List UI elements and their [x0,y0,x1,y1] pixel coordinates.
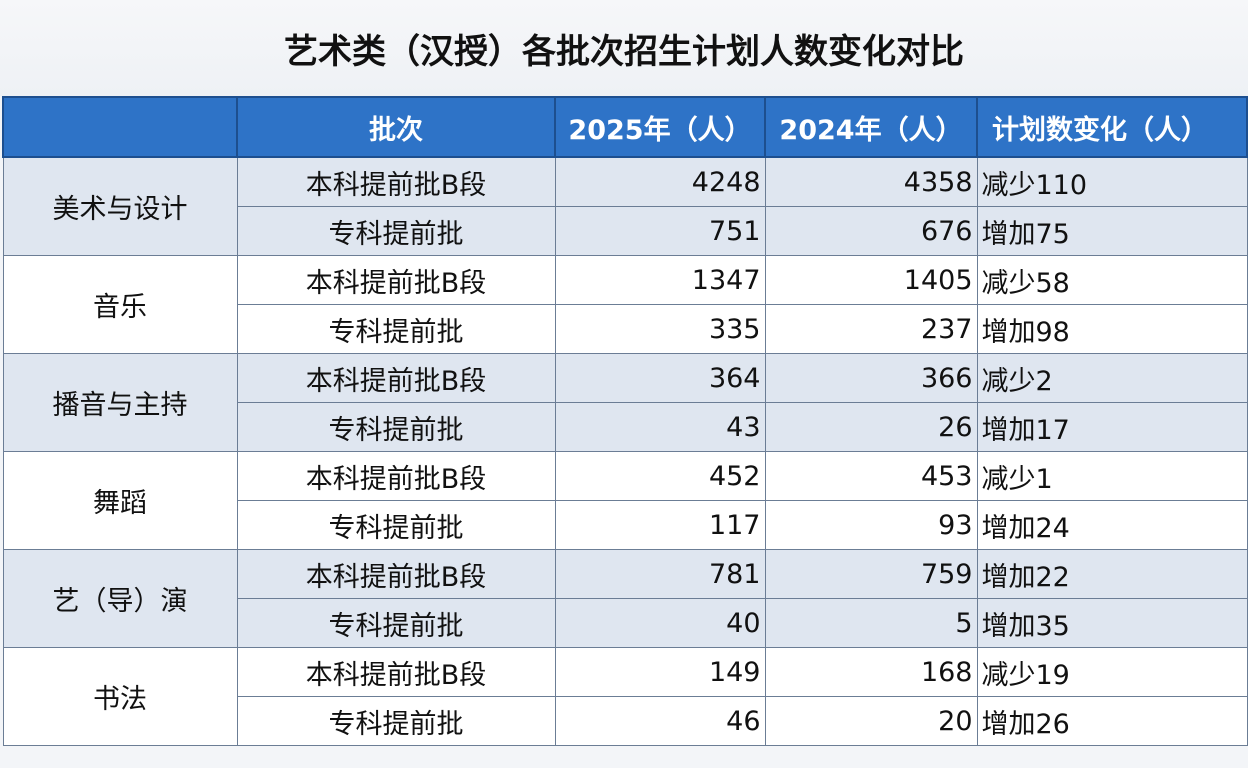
batch-cell: 专科提前批 [236,500,556,550]
change-cell: 减少1 [976,451,1248,501]
plan-2025-cell: 40 [554,598,766,648]
batch-cell: 本科提前批B段 [236,255,556,305]
change-cell: 减少2 [976,353,1248,403]
batch-cell: 专科提前批 [236,304,556,354]
plan-2024-cell: 5 [764,598,978,648]
category-cell: 艺（导）演 [2,549,238,648]
category-cell: 播音与主持 [2,353,238,452]
plan-2024-cell: 1405 [764,255,978,305]
header-2025: 2025年（人） [554,96,766,158]
plan-2025-cell: 452 [554,451,766,501]
change-cell: 减少110 [976,156,1248,207]
batch-cell: 专科提前批 [236,206,556,256]
plan-2025-cell: 751 [554,206,766,256]
plan-2024-cell: 4358 [764,156,978,207]
plan-2025-cell: 1347 [554,255,766,305]
plan-2024-cell: 366 [764,353,978,403]
batch-cell: 本科提前批B段 [236,451,556,501]
table-row: 书法 本科提前批B段 149 168 减少19 [2,647,1248,746]
change-cell: 减少58 [976,255,1248,305]
plan-2025-cell: 117 [554,500,766,550]
change-cell: 增加75 [976,206,1248,256]
plan-2024-cell: 237 [764,304,978,354]
plan-2025-cell: 364 [554,353,766,403]
change-cell: 增加17 [976,402,1248,452]
plan-2024-cell: 26 [764,402,978,452]
table-row: 音乐 本科提前批B段 1347 1405 减少58 [2,255,1248,354]
change-cell: 减少19 [976,647,1248,697]
batch-cell: 专科提前批 [236,598,556,648]
batch-cell: 专科提前批 [236,696,556,746]
plan-2025-cell: 4248 [554,156,766,207]
table-row: 舞蹈 本科提前批B段 452 453 减少1 [2,451,1248,550]
table-row: 播音与主持 本科提前批B段 364 366 减少2 [2,353,1248,452]
change-cell: 增加98 [976,304,1248,354]
plan-2024-cell: 93 [764,500,978,550]
table-row: 艺（导）演 本科提前批B段 781 759 增加22 [2,549,1248,648]
header-change: 计划数变化（人） [976,96,1248,158]
plan-2024-cell: 453 [764,451,978,501]
change-cell: 增加22 [976,549,1248,599]
table-row: 专科提前批 46 20 增加26 [3,696,1248,746]
change-cell: 增加24 [976,500,1248,550]
table-row: 专科提前批 335 237 增加98 [3,304,1248,354]
plan-2025-cell: 43 [554,402,766,452]
plan-2025-cell: 335 [554,304,766,354]
header-category [2,96,238,158]
header-row: 批次 2025年（人） 2024年（人） 计划数变化（人） [2,96,1248,158]
table-row: 专科提前批 40 5 增加35 [3,598,1248,648]
header-batch: 批次 [236,96,556,158]
plan-2025-cell: 149 [554,647,766,697]
batch-cell: 专科提前批 [236,402,556,452]
plan-2024-cell: 168 [764,647,978,697]
category-cell: 美术与设计 [2,156,238,256]
change-cell: 增加26 [976,696,1248,746]
table-row: 美术与设计 本科提前批B段 4248 4358 减少110 [2,156,1248,256]
batch-cell: 本科提前批B段 [236,353,556,403]
plan-2024-cell: 759 [764,549,978,599]
enrollment-table: 批次 2025年（人） 2024年（人） 计划数变化（人） 美术与设计 本科提前… [2,96,1248,746]
header-2024: 2024年（人） [764,96,978,158]
plan-2024-cell: 20 [764,696,978,746]
plan-2024-cell: 676 [764,206,978,256]
category-cell: 音乐 [2,255,238,354]
page-title: 艺术类（汉授）各批次招生计划人数变化对比 [0,0,1248,96]
plan-2025-cell: 46 [554,696,766,746]
batch-cell: 本科提前批B段 [236,647,556,697]
batch-cell: 本科提前批B段 [236,549,556,599]
table-row: 专科提前批 751 676 增加75 [3,206,1248,256]
change-cell: 增加35 [976,598,1248,648]
table-row: 专科提前批 43 26 增加17 [3,402,1248,452]
category-cell: 舞蹈 [2,451,238,550]
plan-2025-cell: 781 [554,549,766,599]
category-cell: 书法 [2,647,238,746]
batch-cell: 本科提前批B段 [236,156,556,207]
